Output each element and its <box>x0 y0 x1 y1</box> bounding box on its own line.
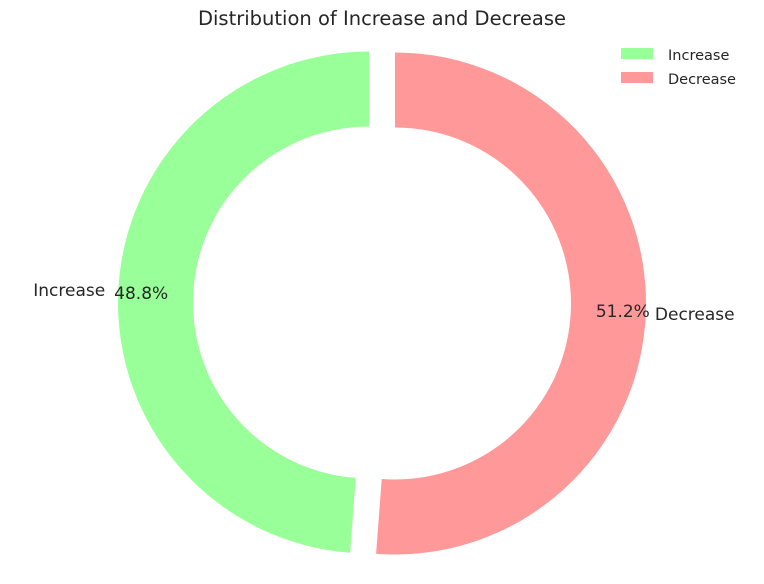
legend-swatch-decrease <box>621 72 653 83</box>
category-label-increase: Increase <box>33 281 105 301</box>
chart-title: Distribution of Increase and Decrease <box>198 7 566 30</box>
slice-increase <box>118 51 370 553</box>
percent-label-decrease: 51.2% <box>596 302 650 322</box>
slices-group <box>118 51 646 555</box>
legend-label-decrease: Decrease <box>668 72 736 88</box>
slice-decrease <box>376 52 646 555</box>
legend: Increase Decrease <box>621 48 736 88</box>
legend-swatch-increase <box>621 48 653 59</box>
category-labels-group: Increase Decrease <box>33 281 734 325</box>
percent-labels-group: 48.8% 51.2% <box>114 284 650 322</box>
percent-label-increase: 48.8% <box>114 284 168 304</box>
category-label-decrease: Decrease <box>655 305 735 325</box>
legend-label-increase: Increase <box>668 48 729 64</box>
